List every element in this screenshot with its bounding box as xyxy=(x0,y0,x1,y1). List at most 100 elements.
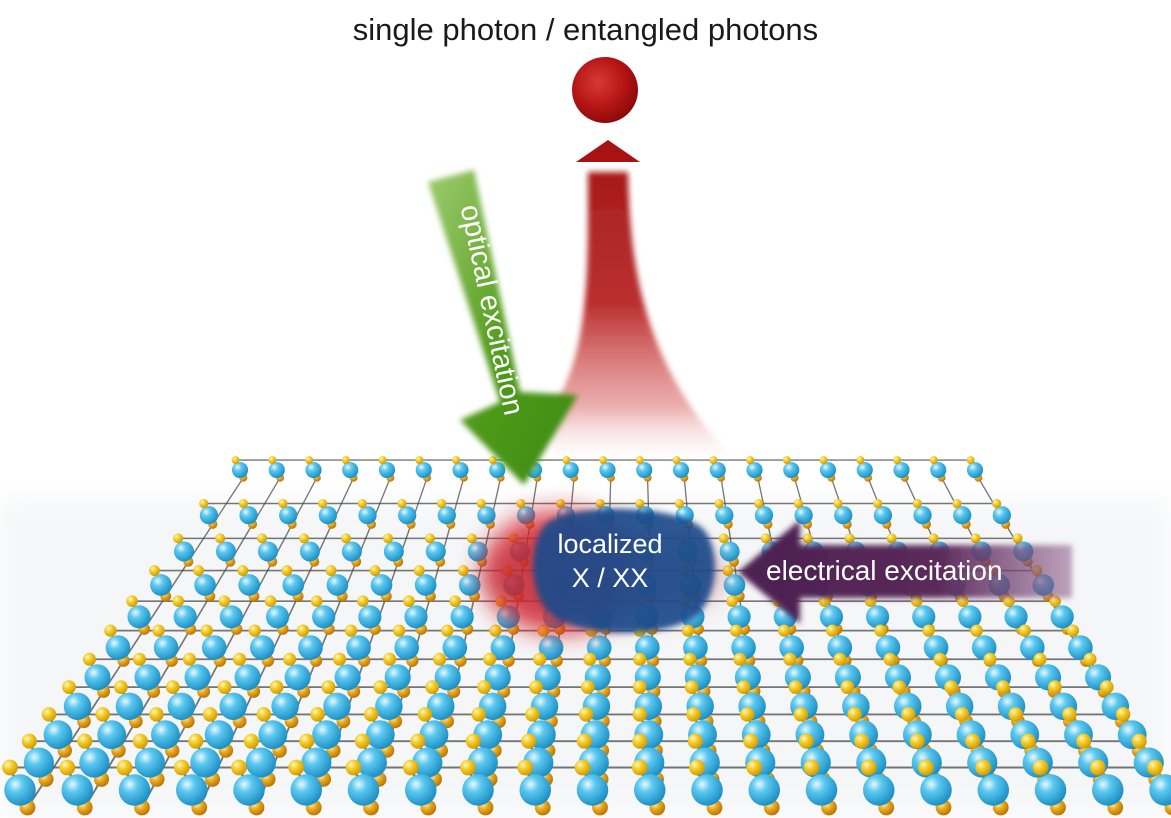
chalcogen-atom-upper xyxy=(238,498,248,509)
metal-atom xyxy=(134,747,165,778)
metal-atom xyxy=(347,774,380,806)
chalcogen-atom-upper xyxy=(152,624,165,637)
chalcogen-atom-upper xyxy=(892,680,907,694)
chalcogen-atom-upper xyxy=(281,565,293,576)
chalcogen-atom-upper xyxy=(922,624,935,637)
metal-atom xyxy=(167,692,196,721)
chalcogen-atom-upper xyxy=(893,456,902,465)
diagram-title: single photon / entangled photons xyxy=(352,12,819,47)
metal-atom xyxy=(805,774,838,806)
chalcogen-atom-upper xyxy=(165,680,180,694)
emission-plume xyxy=(548,172,730,467)
chalcogen-atom-upper xyxy=(970,624,983,637)
metal-atom xyxy=(434,664,461,691)
chalcogen-atom-upper xyxy=(864,595,877,607)
metal-atom xyxy=(462,774,494,806)
chalcogen-atom-upper xyxy=(687,733,703,749)
chalcogen-atom-upper xyxy=(59,759,76,776)
metal-atom xyxy=(199,506,219,525)
chalcogen-atom-upper xyxy=(403,595,415,607)
chalcogen-atom-upper xyxy=(149,707,164,722)
chalcogen-atom-upper xyxy=(345,759,362,776)
chalcogen-atom-upper xyxy=(132,733,148,749)
chalcogen-atom-upper xyxy=(944,680,958,694)
chalcogen-atom-upper xyxy=(1131,733,1147,749)
chalcogen-atom-upper xyxy=(202,707,218,722)
metal-atom xyxy=(298,635,323,660)
chalcogen-atom-upper xyxy=(746,759,763,776)
chalcogen-atom-upper xyxy=(1048,680,1062,694)
chalcogen-atom-upper xyxy=(840,680,855,694)
metal-atom xyxy=(834,506,853,525)
chalcogen-atom-upper xyxy=(681,624,695,637)
chalcogen-atom-upper xyxy=(378,456,387,465)
metal-atom xyxy=(265,605,290,629)
metal-atom xyxy=(920,774,952,806)
metal-atom xyxy=(84,664,111,691)
metal-atom xyxy=(458,574,481,596)
chalcogen-atom-upper xyxy=(488,456,497,465)
chalcogen-atom-upper xyxy=(383,533,394,544)
chalcogen-atom-upper xyxy=(283,652,297,666)
metal-atom xyxy=(819,461,837,479)
metal-atom xyxy=(452,461,469,479)
chalcogen-atom-upper xyxy=(912,498,922,509)
chalcogen-atom-upper xyxy=(237,565,249,576)
metal-atom xyxy=(61,774,93,806)
chalcogen-atom-upper xyxy=(860,759,877,776)
metal-atom xyxy=(239,506,258,525)
localized-label-line2: X / XX xyxy=(571,562,649,593)
chalcogen-atom-upper xyxy=(441,624,454,637)
chalcogen-atom-upper xyxy=(116,759,133,776)
chalcogen-atom-upper xyxy=(1012,533,1023,544)
chalcogen-atom-upper xyxy=(718,533,729,544)
metal-atom xyxy=(97,720,127,750)
chalcogen-atom-upper xyxy=(296,624,310,637)
chalcogen-atom-upper xyxy=(929,456,938,465)
chalcogen-atom-upper xyxy=(489,624,502,637)
chalcogen-atom-upper xyxy=(433,652,447,666)
metal-atom xyxy=(1149,774,1171,806)
metal-atom xyxy=(201,635,227,660)
lattice-atoms xyxy=(2,456,1171,816)
chalcogen-atom-upper xyxy=(218,595,231,607)
metal-atom xyxy=(190,747,221,778)
electrical-arrow xyxy=(738,520,1072,624)
metal-atom xyxy=(437,506,456,525)
chalcogen-atom-upper xyxy=(996,680,1010,694)
metal-atom xyxy=(404,605,428,629)
chalcogen-atom-upper xyxy=(437,498,447,509)
chalcogen-atom-upper xyxy=(533,652,547,666)
metal-atom xyxy=(346,635,371,660)
chalcogen-atom-upper xyxy=(132,652,147,666)
metal-atom xyxy=(245,747,276,778)
metal-atom xyxy=(23,747,54,778)
metal-atom xyxy=(414,574,437,596)
chalcogen-atom-upper xyxy=(288,759,305,776)
chalcogen-atom-upper xyxy=(269,680,284,694)
metal-atom xyxy=(754,506,774,525)
metal-atom xyxy=(958,605,982,629)
chalcogen-atom-upper xyxy=(874,624,887,637)
chalcogen-atom-upper xyxy=(970,533,981,544)
metal-atom xyxy=(794,506,813,525)
chalcogen-atom-upper xyxy=(104,624,117,637)
metal-atom xyxy=(204,720,234,750)
chalcogen-atom-upper xyxy=(299,533,310,544)
metal-atom xyxy=(105,635,131,660)
chalcogen-atom-upper xyxy=(452,456,461,465)
metal-atom xyxy=(219,605,243,629)
metal-atom xyxy=(412,747,443,778)
metal-atom xyxy=(727,605,751,629)
chalcogen-atom-upper xyxy=(1076,733,1092,749)
chalcogen-atom-upper xyxy=(477,680,491,694)
metal-atom xyxy=(358,506,377,525)
chalcogen-atom-upper xyxy=(424,533,435,544)
chalcogen-atom-upper xyxy=(344,624,358,637)
chalcogen-atom-upper xyxy=(41,707,57,722)
metal-atom xyxy=(115,692,144,721)
chalcogen-atom-upper xyxy=(736,680,751,694)
localized-spot xyxy=(533,508,715,633)
metal-atom xyxy=(562,461,579,479)
chalcogen-atom-upper xyxy=(854,733,870,749)
